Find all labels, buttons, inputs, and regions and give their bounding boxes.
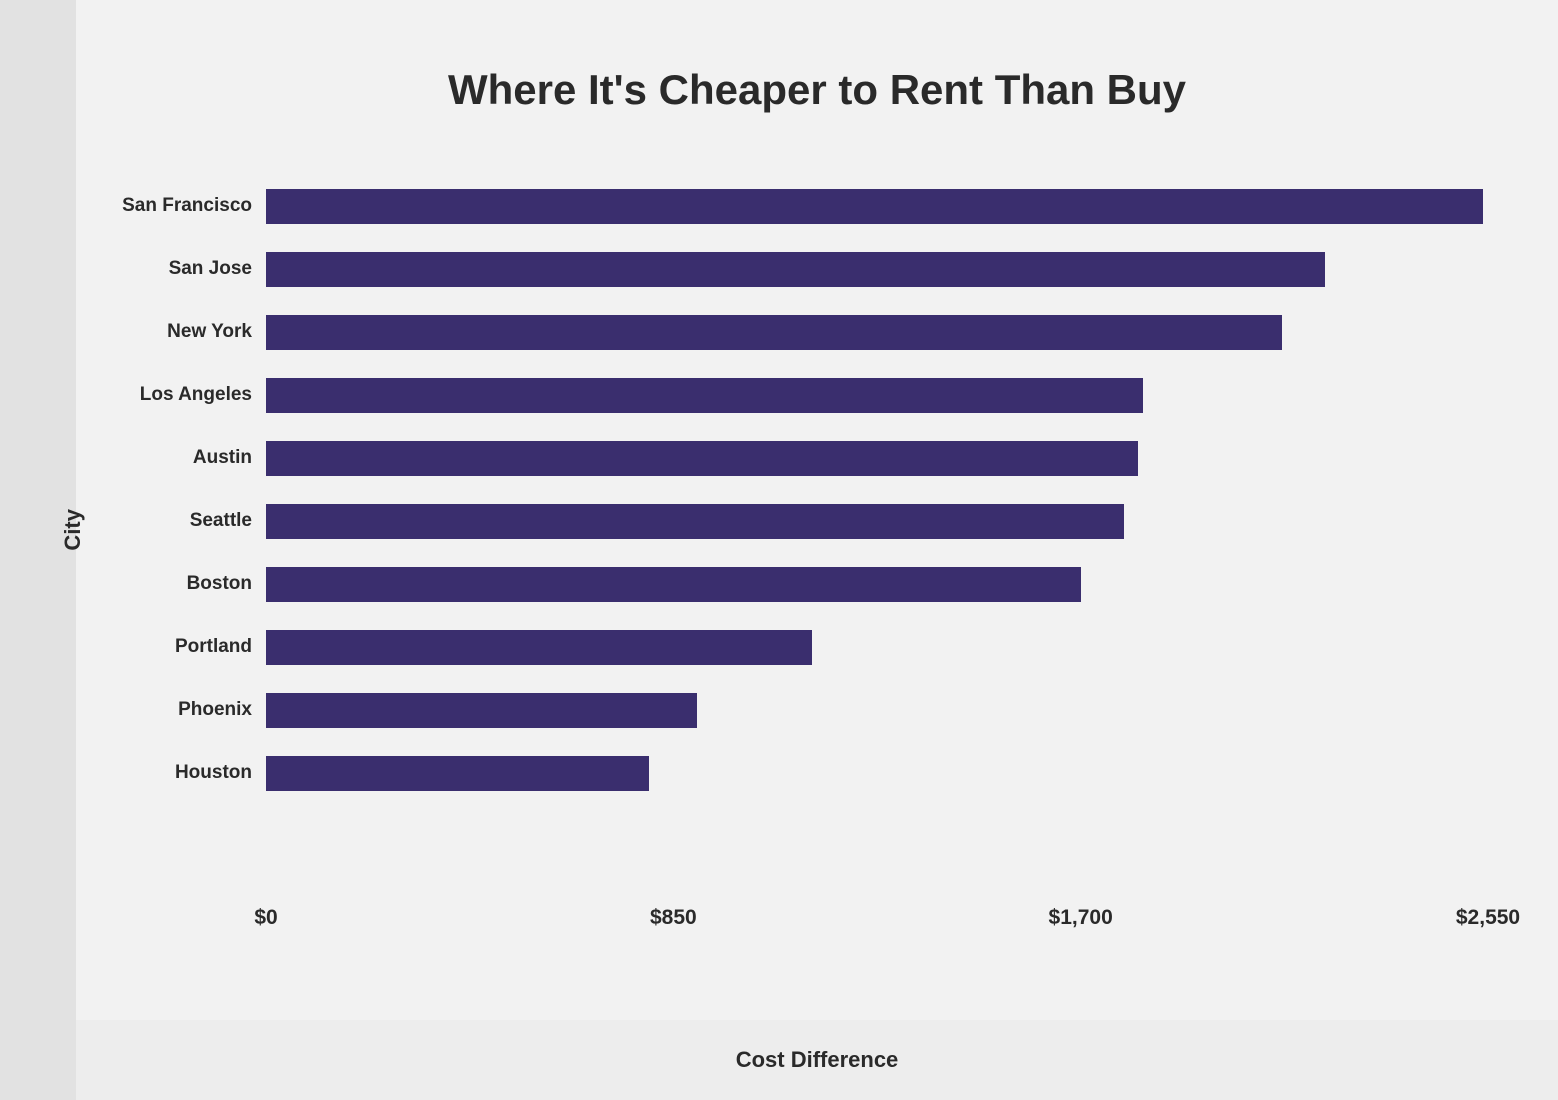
y-label: Phoenix xyxy=(90,680,252,740)
plot-region: City San FranciscoSan JoseNew YorkLos An… xyxy=(76,170,1558,890)
y-label: Los Angeles xyxy=(90,365,252,425)
bar xyxy=(266,315,1282,350)
x-tick: $0 xyxy=(254,906,277,930)
chart-container: Where It's Cheaper to Rent Than Buy City… xyxy=(76,0,1558,1100)
bar xyxy=(266,504,1124,539)
y-label: Houston xyxy=(90,743,252,803)
x-tick: $2,550 xyxy=(1456,906,1520,930)
bar-row xyxy=(266,365,1488,425)
bar xyxy=(266,441,1138,476)
bars-region: $0$850$1,700$2,550 xyxy=(266,170,1488,890)
y-label: Austin xyxy=(90,428,252,488)
bar xyxy=(266,252,1325,287)
bars xyxy=(266,176,1488,806)
chart-area: Where It's Cheaper to Rent Than Buy City… xyxy=(76,0,1558,1020)
y-axis-title: City xyxy=(56,509,90,551)
bar xyxy=(266,756,649,791)
bar xyxy=(266,693,697,728)
y-label: Boston xyxy=(90,554,252,614)
bar-row xyxy=(266,176,1488,236)
y-label: San Jose xyxy=(90,239,252,299)
bar-row xyxy=(266,743,1488,803)
bar xyxy=(266,378,1143,413)
bar-row xyxy=(266,680,1488,740)
bar xyxy=(266,189,1483,224)
x-axis-title: Cost Difference xyxy=(76,1020,1558,1100)
bar-row xyxy=(266,617,1488,677)
y-label: New York xyxy=(90,302,252,362)
bar-row xyxy=(266,491,1488,551)
x-axis: $0$850$1,700$2,550 xyxy=(266,906,1488,946)
bar xyxy=(266,630,812,665)
bar-row xyxy=(266,239,1488,299)
x-tick: $850 xyxy=(650,906,697,930)
bar-row xyxy=(266,428,1488,488)
y-label: Seattle xyxy=(90,491,252,551)
y-label: San Francisco xyxy=(90,176,252,236)
chart-title: Where It's Cheaper to Rent Than Buy xyxy=(76,0,1558,114)
y-axis-labels: San FranciscoSan JoseNew YorkLos Angeles… xyxy=(90,170,266,890)
bar-row xyxy=(266,554,1488,614)
bar-row xyxy=(266,302,1488,362)
bar xyxy=(266,567,1081,602)
x-tick: $1,700 xyxy=(1049,906,1113,930)
y-label: Portland xyxy=(90,617,252,677)
